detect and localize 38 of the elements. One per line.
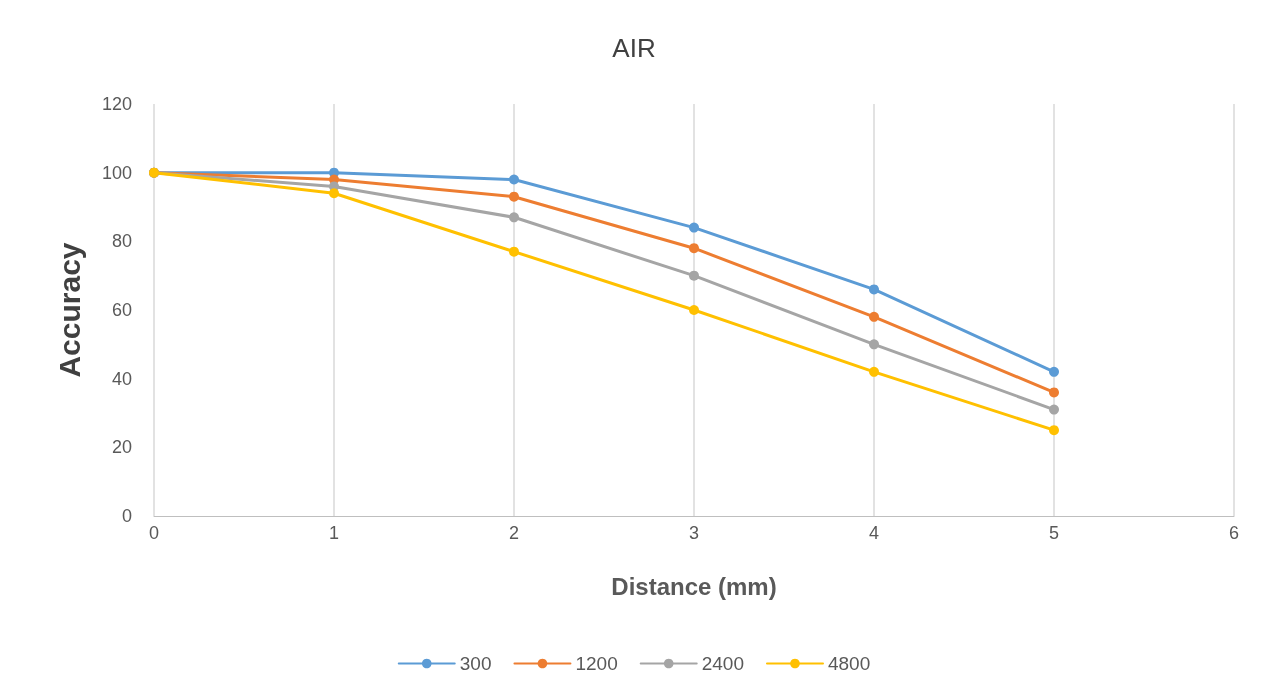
y-tick-label: 80 xyxy=(111,231,132,252)
chart-title: AIR xyxy=(612,33,656,63)
y-tick-label: 0 xyxy=(121,506,132,526)
x-tick-label: 5 xyxy=(1048,523,1060,543)
point xyxy=(329,188,339,199)
x-tick-label: 0 xyxy=(148,523,160,543)
x-tick-label: 1 xyxy=(328,523,340,543)
x-tick-label: 2 xyxy=(508,523,520,543)
point xyxy=(689,243,699,254)
x-tick-label: 6 xyxy=(1228,523,1240,543)
point xyxy=(869,339,879,350)
legend-label: 4800 xyxy=(827,653,871,674)
y-axis-title: Accuracy xyxy=(52,242,86,378)
x-tick-label: 3 xyxy=(688,523,700,543)
legend-label: 1200 xyxy=(575,653,618,674)
y-tick-label: 20 xyxy=(111,437,132,458)
point xyxy=(869,366,879,377)
y-tick-label: 40 xyxy=(111,368,132,389)
point xyxy=(509,212,519,223)
point xyxy=(1049,366,1059,377)
point xyxy=(509,246,519,257)
point xyxy=(869,284,879,295)
y-tick-label: 100 xyxy=(101,162,132,183)
legend-label: 300 xyxy=(459,653,492,674)
point xyxy=(509,174,519,185)
point xyxy=(689,305,699,315)
legend-label: 2400 xyxy=(701,653,744,674)
point xyxy=(689,222,699,233)
point xyxy=(1049,404,1059,415)
y-tick-label: 120 xyxy=(101,94,132,114)
point xyxy=(869,311,879,322)
y-tick-label: 60 xyxy=(111,300,132,320)
x-tick-label: 4 xyxy=(868,523,880,543)
x-axis-title: Distance (mm) xyxy=(611,572,777,600)
point xyxy=(1049,425,1059,436)
point xyxy=(509,191,519,202)
point xyxy=(689,270,699,281)
point xyxy=(1049,387,1059,398)
